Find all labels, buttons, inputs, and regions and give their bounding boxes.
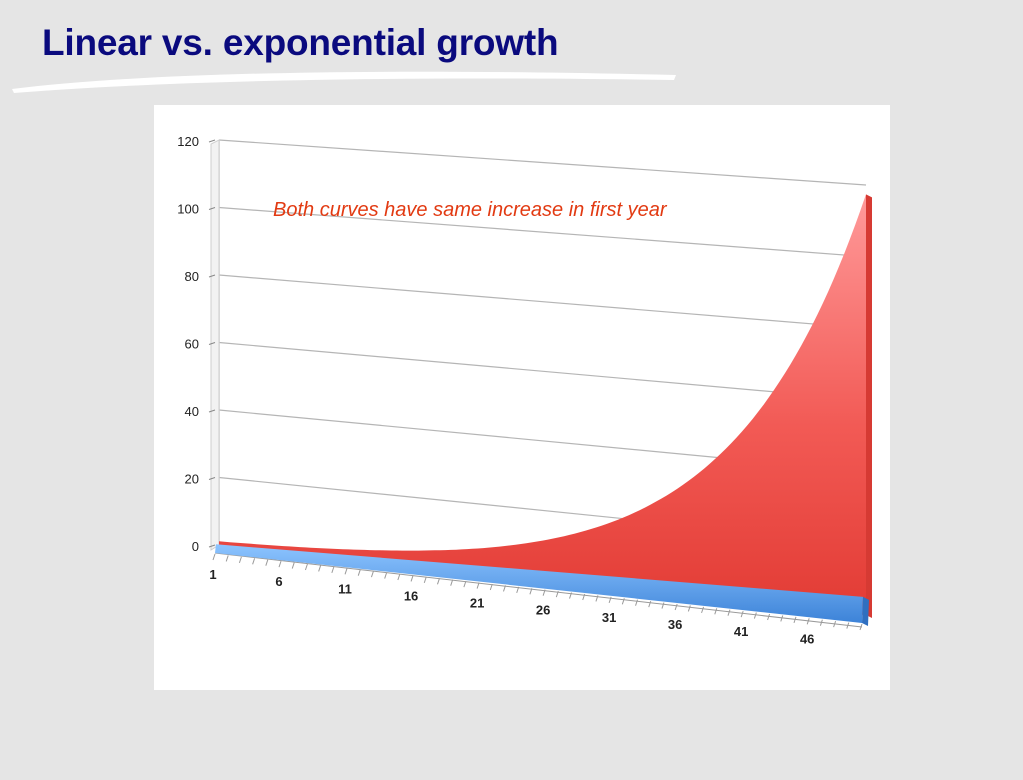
- gridline-100: [218, 206, 867, 258]
- x-minor-tick-33: [635, 599, 639, 606]
- y-tick-mark-100: [208, 207, 216, 210]
- y-tick-label-100: 100: [177, 202, 199, 217]
- x-minor-tick-15: [397, 573, 401, 581]
- x-minor-tick-46: [806, 618, 810, 625]
- x-minor-tick-25: [529, 588, 533, 595]
- x-minor-tick-2: [225, 555, 229, 562]
- x-minor-tick-10: [331, 566, 335, 574]
- x-minor-tick-39: [714, 608, 718, 615]
- x-minor-tick-9: [318, 565, 322, 572]
- x-minor-tick-19: [450, 579, 454, 586]
- title-underline-swoosh: [12, 71, 676, 93]
- x-minor-tick-13: [370, 570, 374, 578]
- x-minor-tick-38: [701, 606, 705, 614]
- x-minor-tick-37: [687, 605, 691, 612]
- x-minor-tick-43: [767, 613, 771, 621]
- x-minor-tick-24: [516, 586, 520, 594]
- x-minor-tick-40: [727, 609, 731, 616]
- x-minor-tick-42: [753, 612, 757, 619]
- y-tick-label-0: 0: [192, 539, 199, 554]
- y-tick-mark-120: [208, 139, 216, 143]
- y-tick-mark-20: [208, 477, 216, 480]
- chart-panel: 0 20 40 60 80 100 120 1 6 11 16 21 26 31 36 41 46 Both …: [154, 105, 890, 690]
- x-minor-tick-41: [740, 610, 744, 618]
- x-tick-label-21: 21: [470, 596, 484, 611]
- y-tick-mark-40: [208, 409, 216, 413]
- x-minor-tick-21: [476, 582, 480, 589]
- x-minor-tick-44: [780, 615, 784, 622]
- x-minor-tick-49: [846, 622, 850, 629]
- x-minor-tick-20: [463, 580, 467, 588]
- x-minor-tick-32: [621, 598, 625, 605]
- x-minor-tick-8: [304, 563, 308, 571]
- y-tick-label-40: 40: [185, 404, 199, 419]
- x-minor-tick-4: [252, 558, 256, 565]
- x-minor-tick-3: [238, 556, 242, 564]
- x-minor-tick-28: [569, 592, 572, 599]
- x-minor-tick-7: [291, 562, 295, 569]
- x-minor-tick-17: [423, 576, 427, 584]
- x-tick-label-16: 16: [404, 588, 418, 603]
- x-tick-label-31: 31: [602, 610, 616, 625]
- x-minor-tick-47: [819, 619, 823, 626]
- x-minor-tick-5: [265, 559, 269, 566]
- x-minor-tick-6: [278, 560, 282, 568]
- x-minor-tick-31: [608, 596, 612, 604]
- gridline-60: [218, 341, 867, 401]
- y-axis-wall: [210, 139, 220, 551]
- x-tick-label-41: 41: [734, 624, 748, 639]
- x-minor-tick-35: [661, 602, 665, 609]
- x-minor-tick-27: [555, 590, 559, 598]
- x-tick-label-26: 26: [536, 603, 550, 618]
- series-exponential-edge: [866, 194, 872, 619]
- x-minor-tick-11: [344, 568, 348, 575]
- x-minor-tick-29: [582, 593, 586, 601]
- y-tick-labels: 0 20 40 60 80 100 120: [177, 134, 199, 554]
- x-minor-tick-14: [384, 572, 388, 579]
- x-minor-tick-45: [793, 616, 797, 624]
- y-tick-mark-80: [208, 274, 216, 278]
- x-tick-label-1: 1: [209, 567, 216, 582]
- x-tick-label-6: 6: [275, 574, 282, 589]
- gridline-120: [218, 139, 867, 186]
- x-minor-tick-12: [357, 569, 361, 576]
- x-axis-line: [214, 552, 863, 628]
- x-minor-tick-22: [489, 583, 493, 591]
- series-linear-edge: [862, 596, 869, 626]
- x-tick-label-11: 11: [338, 581, 352, 596]
- x-tick-label-46: 46: [800, 631, 814, 646]
- gridline-80: [218, 274, 867, 329]
- gridlines: [218, 139, 867, 616]
- y-tick-label-20: 20: [185, 472, 199, 487]
- y-tick-mark-60: [208, 342, 216, 345]
- x-minor-tick-26: [542, 589, 546, 596]
- y-tick-mark-0: [208, 544, 216, 548]
- x-minor-tick-18: [436, 578, 440, 585]
- y-tick-label-120: 120: [177, 134, 199, 149]
- chart-annotation: Both curves have same increase in first …: [273, 199, 668, 221]
- x-minor-tick-48: [833, 620, 837, 628]
- x-tick-label-36: 36: [668, 617, 682, 632]
- x-minor-tick-16: [410, 575, 414, 582]
- x-minor-tick-23: [503, 585, 506, 592]
- x-tick-labels: 1 6 11 16 21 26 31 36 41 46: [209, 567, 814, 646]
- x-minor-tick-1: [212, 553, 216, 561]
- series-exponential-area: [219, 194, 866, 616]
- x-minor-tick-30: [595, 595, 599, 602]
- y-tick-label-60: 60: [185, 337, 199, 352]
- y-tick-label-80: 80: [185, 269, 199, 284]
- series-areas: [215, 194, 872, 626]
- x-minor-tick-50: [859, 623, 863, 631]
- x-minor-tick-34: [648, 600, 652, 608]
- slide-title: Linear vs. exponential growth: [42, 22, 559, 63]
- series-linear-area: [215, 544, 863, 623]
- x-minor-tick-36: [674, 603, 678, 611]
